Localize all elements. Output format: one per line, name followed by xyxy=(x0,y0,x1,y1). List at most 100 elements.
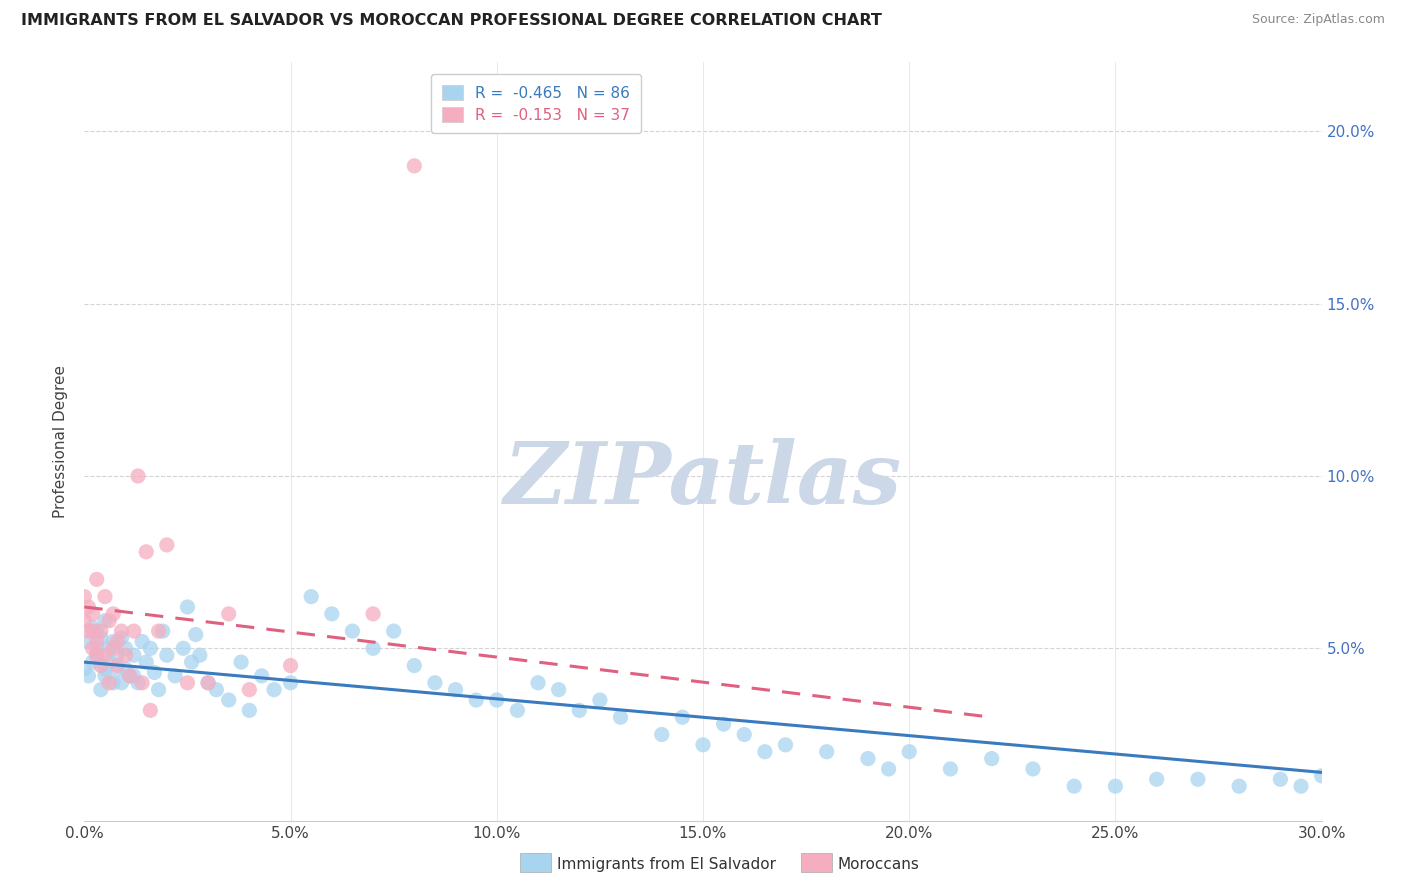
Point xyxy=(98,641,121,656)
Point xyxy=(898,745,921,759)
Point xyxy=(1289,779,1312,793)
Point xyxy=(82,655,104,669)
Point xyxy=(139,703,162,717)
Point xyxy=(118,669,141,683)
Point xyxy=(423,675,446,690)
Point xyxy=(98,614,121,628)
Point xyxy=(86,634,108,648)
Point xyxy=(404,658,426,673)
Y-axis label: Professional Degree: Professional Degree xyxy=(53,365,69,518)
Text: ZIPatlas: ZIPatlas xyxy=(503,438,903,521)
Point xyxy=(82,641,104,656)
Point xyxy=(263,682,285,697)
Point xyxy=(1063,779,1085,793)
Point xyxy=(1187,772,1209,787)
Point xyxy=(105,648,128,663)
Point xyxy=(250,669,273,683)
Point xyxy=(105,662,128,676)
Point xyxy=(176,675,198,690)
Point xyxy=(94,590,117,604)
Point xyxy=(86,648,108,663)
Point xyxy=(110,631,132,645)
Text: IMMIGRANTS FROM EL SALVADOR VS MOROCCAN PROFESSIONAL DEGREE CORRELATION CHART: IMMIGRANTS FROM EL SALVADOR VS MOROCCAN … xyxy=(21,13,882,29)
Point xyxy=(114,648,136,663)
Point xyxy=(361,641,384,656)
Point xyxy=(754,745,776,759)
Point xyxy=(90,624,112,639)
Point xyxy=(939,762,962,776)
Point xyxy=(77,634,100,648)
Point xyxy=(444,682,467,697)
Point xyxy=(122,648,145,663)
Point xyxy=(1104,779,1126,793)
Point xyxy=(105,658,128,673)
Point xyxy=(86,648,108,663)
Point xyxy=(651,727,673,741)
Point xyxy=(485,693,508,707)
Point xyxy=(180,655,202,669)
Point xyxy=(775,738,797,752)
Point xyxy=(1022,762,1045,776)
Point xyxy=(465,693,488,707)
Point xyxy=(135,655,157,669)
Point xyxy=(98,675,121,690)
Text: Source: ZipAtlas.com: Source: ZipAtlas.com xyxy=(1251,13,1385,27)
Point xyxy=(172,641,194,656)
Point xyxy=(321,607,343,621)
Point xyxy=(856,751,879,765)
Text: Immigrants from El Salvador: Immigrants from El Salvador xyxy=(557,857,776,871)
Point xyxy=(90,682,112,697)
Point xyxy=(82,624,104,639)
Legend: R =  -0.465   N = 86, R =  -0.153   N = 37: R = -0.465 N = 86, R = -0.153 N = 37 xyxy=(432,74,641,133)
Point xyxy=(205,682,228,697)
Point xyxy=(94,648,117,663)
Point xyxy=(815,745,838,759)
Point xyxy=(1146,772,1168,787)
Point xyxy=(94,662,117,676)
Point xyxy=(342,624,364,639)
Point xyxy=(280,658,302,673)
Point xyxy=(122,669,145,683)
Point xyxy=(188,648,211,663)
Point xyxy=(568,703,591,717)
Point xyxy=(98,655,121,669)
Point xyxy=(73,590,96,604)
Point xyxy=(176,599,198,614)
Point xyxy=(103,641,125,656)
Point xyxy=(114,641,136,656)
Point xyxy=(184,627,207,641)
Point xyxy=(77,599,100,614)
Point xyxy=(82,621,104,635)
Point xyxy=(609,710,631,724)
Point xyxy=(980,751,1002,765)
Point xyxy=(131,675,153,690)
Point xyxy=(1310,769,1333,783)
Point xyxy=(156,648,179,663)
Point xyxy=(114,662,136,676)
Point xyxy=(77,669,100,683)
Point xyxy=(197,675,219,690)
Text: Moroccans: Moroccans xyxy=(838,857,920,871)
Point xyxy=(382,624,405,639)
Point xyxy=(135,545,157,559)
Point xyxy=(148,682,170,697)
Point xyxy=(547,682,569,697)
Point xyxy=(110,624,132,639)
Point xyxy=(733,727,755,741)
Point xyxy=(86,624,108,639)
Point xyxy=(122,624,145,639)
Point xyxy=(218,607,240,621)
Point xyxy=(110,675,132,690)
Point xyxy=(103,675,125,690)
Point xyxy=(197,675,219,690)
Point xyxy=(713,717,735,731)
Point xyxy=(692,738,714,752)
Point xyxy=(148,624,170,639)
Point xyxy=(86,573,108,587)
Point xyxy=(94,614,117,628)
Point xyxy=(127,469,149,483)
Point xyxy=(280,675,302,690)
Point xyxy=(139,641,162,656)
Point xyxy=(77,624,100,639)
Point xyxy=(131,634,153,648)
